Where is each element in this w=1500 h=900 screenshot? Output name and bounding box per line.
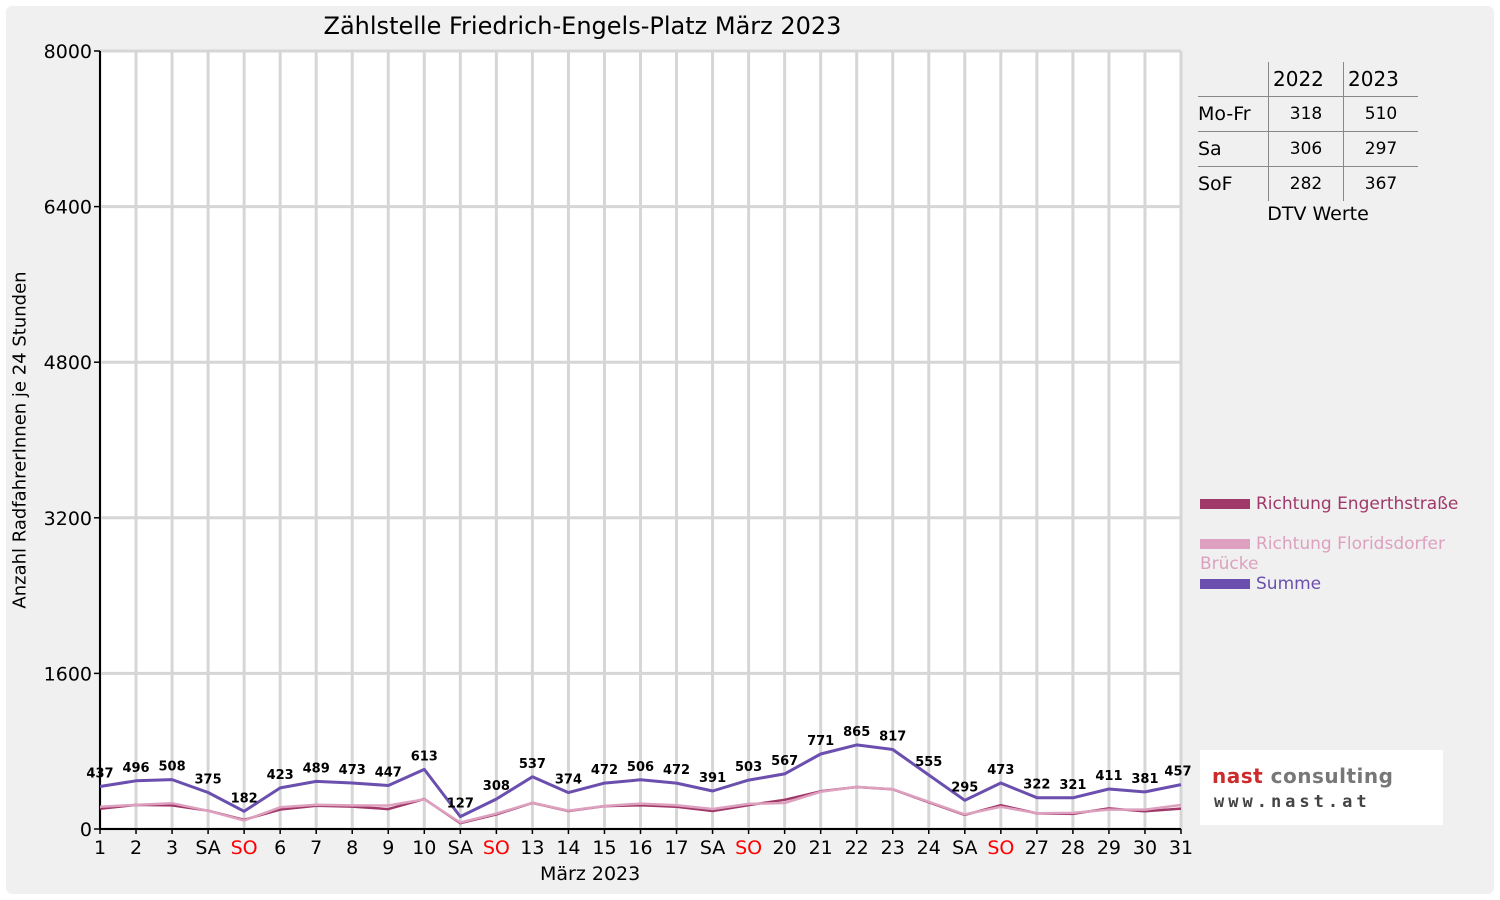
data-label: 182: [231, 791, 258, 806]
series-line-3: [99, 743, 1182, 819]
data-label: 447: [375, 766, 402, 781]
x-tick-label: 9: [382, 837, 394, 859]
x-tick-label: 22: [845, 837, 869, 859]
x-tick-label: 17: [664, 837, 688, 859]
data-label: 457: [1164, 765, 1191, 780]
x-tick-label: 14: [556, 837, 580, 859]
data-label: 375: [195, 773, 222, 788]
dtv-cell: 297: [1343, 131, 1418, 167]
data-label: 508: [158, 760, 185, 775]
dtv-table: 2022 2023 Mo-Fr 318 510 Sa 306 297 SoF 2…: [1198, 62, 1418, 225]
x-tick-label: 28: [1061, 837, 1085, 859]
logo-wordmark: nast consulting: [1212, 764, 1394, 788]
data-label: 473: [339, 763, 366, 778]
dtv-caption: DTV Werte: [1267, 203, 1369, 225]
x-tick-label: 15: [592, 837, 616, 859]
series-line-2: [99, 785, 1182, 824]
legend-label: Summe: [1256, 574, 1322, 594]
x-tick-label: 23: [881, 837, 905, 859]
data-label: 437: [86, 767, 113, 782]
data-label: 496: [122, 761, 149, 776]
x-tick-label: 7: [310, 837, 322, 859]
x-tick-label: SA: [195, 837, 220, 859]
legend-item-summe: Summe: [1200, 574, 1321, 594]
data-label: 555: [915, 755, 942, 770]
y-tick-label: 8000: [44, 41, 92, 63]
data-label: 771: [807, 734, 834, 749]
data-label: 423: [267, 768, 294, 783]
x-tick-label: SO: [231, 837, 258, 859]
x-tick-label: 6: [274, 837, 286, 859]
x-tick-label: SO: [483, 837, 510, 859]
nast-consulting-logo: nast consulting www.nast.at: [1200, 750, 1443, 825]
x-tick-label: 24: [917, 837, 941, 859]
data-label: 411: [1095, 769, 1122, 784]
dtv-row-label: Mo-Fr: [1198, 96, 1269, 132]
dtv-cell: 510: [1343, 96, 1418, 132]
dtv-header-2022: 2022: [1273, 67, 1324, 91]
dtv-cell: 282: [1268, 166, 1344, 201]
x-tick-label: SA: [448, 837, 473, 859]
chart-title: Zählstelle Friedrich-Engels-Platz März 2…: [323, 12, 842, 40]
data-label: 506: [627, 760, 654, 775]
x-tick-label: 16: [628, 837, 652, 859]
legend-swatch: [1200, 499, 1250, 509]
data-label: 472: [591, 763, 618, 778]
x-tick-label: 29: [1097, 837, 1121, 859]
x-tick-label: SO: [987, 837, 1014, 859]
data-label: 381: [1131, 772, 1158, 787]
data-label: 321: [1059, 778, 1086, 793]
data-label: 567: [771, 754, 798, 769]
x-axis-label: März 2023: [540, 863, 641, 885]
legend-swatch: [1200, 539, 1250, 549]
data-label: 295: [951, 780, 978, 795]
data-label: 489: [303, 761, 330, 776]
dtv-row-label: SoF: [1198, 166, 1269, 201]
dtv-row-label: Sa: [1198, 131, 1269, 167]
data-label: 503: [735, 760, 762, 775]
dtv-cell: 318: [1268, 96, 1344, 132]
data-label: 472: [663, 763, 690, 778]
x-tick-label: 3: [166, 837, 178, 859]
data-label: 374: [555, 773, 582, 788]
data-label: 308: [483, 779, 510, 794]
y-tick-label: 1600: [44, 663, 92, 685]
legend-swatch: [1200, 579, 1250, 589]
x-tick-label: SA: [952, 837, 977, 859]
dtv-header-2023: 2023: [1343, 62, 1418, 97]
y-tick-label: 0: [80, 819, 92, 841]
data-label: 322: [1023, 778, 1050, 793]
x-tick-label: 27: [1025, 837, 1049, 859]
data-label: 613: [411, 749, 438, 764]
x-tick-label: 31: [1169, 837, 1193, 859]
x-tick-label: SA: [700, 837, 725, 859]
logo-url: www.nast.at: [1214, 792, 1371, 812]
dtv-cell: 306: [1268, 131, 1344, 167]
dtv-cell: 367: [1343, 166, 1418, 201]
x-tick-label: 30: [1133, 837, 1157, 859]
legend-item-floridsdorfer-bruecke: Richtung Floridsdorfer Brücke: [1200, 534, 1500, 574]
y-tick-label: 6400: [44, 197, 92, 219]
data-label: 473: [987, 763, 1014, 778]
data-label: 817: [879, 730, 906, 745]
x-tick-label: 10: [412, 837, 436, 859]
legend-item-engerthstrasse: Richtung Engerthstraße: [1200, 494, 1458, 514]
x-tick-label: 8: [346, 837, 358, 859]
x-tick-label: 1: [94, 837, 106, 859]
x-tick-label: 21: [809, 837, 833, 859]
y-tick-label: 3200: [44, 508, 92, 530]
x-tick-label: SO: [735, 837, 762, 859]
data-label: 391: [699, 771, 726, 786]
x-tick-label: 13: [520, 837, 544, 859]
data-label: 537: [519, 757, 546, 772]
y-tick-label: 4800: [44, 352, 92, 374]
data-label: 127: [447, 797, 474, 812]
series-line-1: [99, 785, 1182, 825]
legend-label: Richtung Floridsdorfer Brücke: [1200, 534, 1445, 574]
data-label: 865: [843, 725, 870, 740]
legend-label: Richtung Engerthstraße: [1256, 494, 1459, 514]
x-tick-label: 2: [130, 837, 142, 859]
x-tick-label: 20: [773, 837, 797, 859]
